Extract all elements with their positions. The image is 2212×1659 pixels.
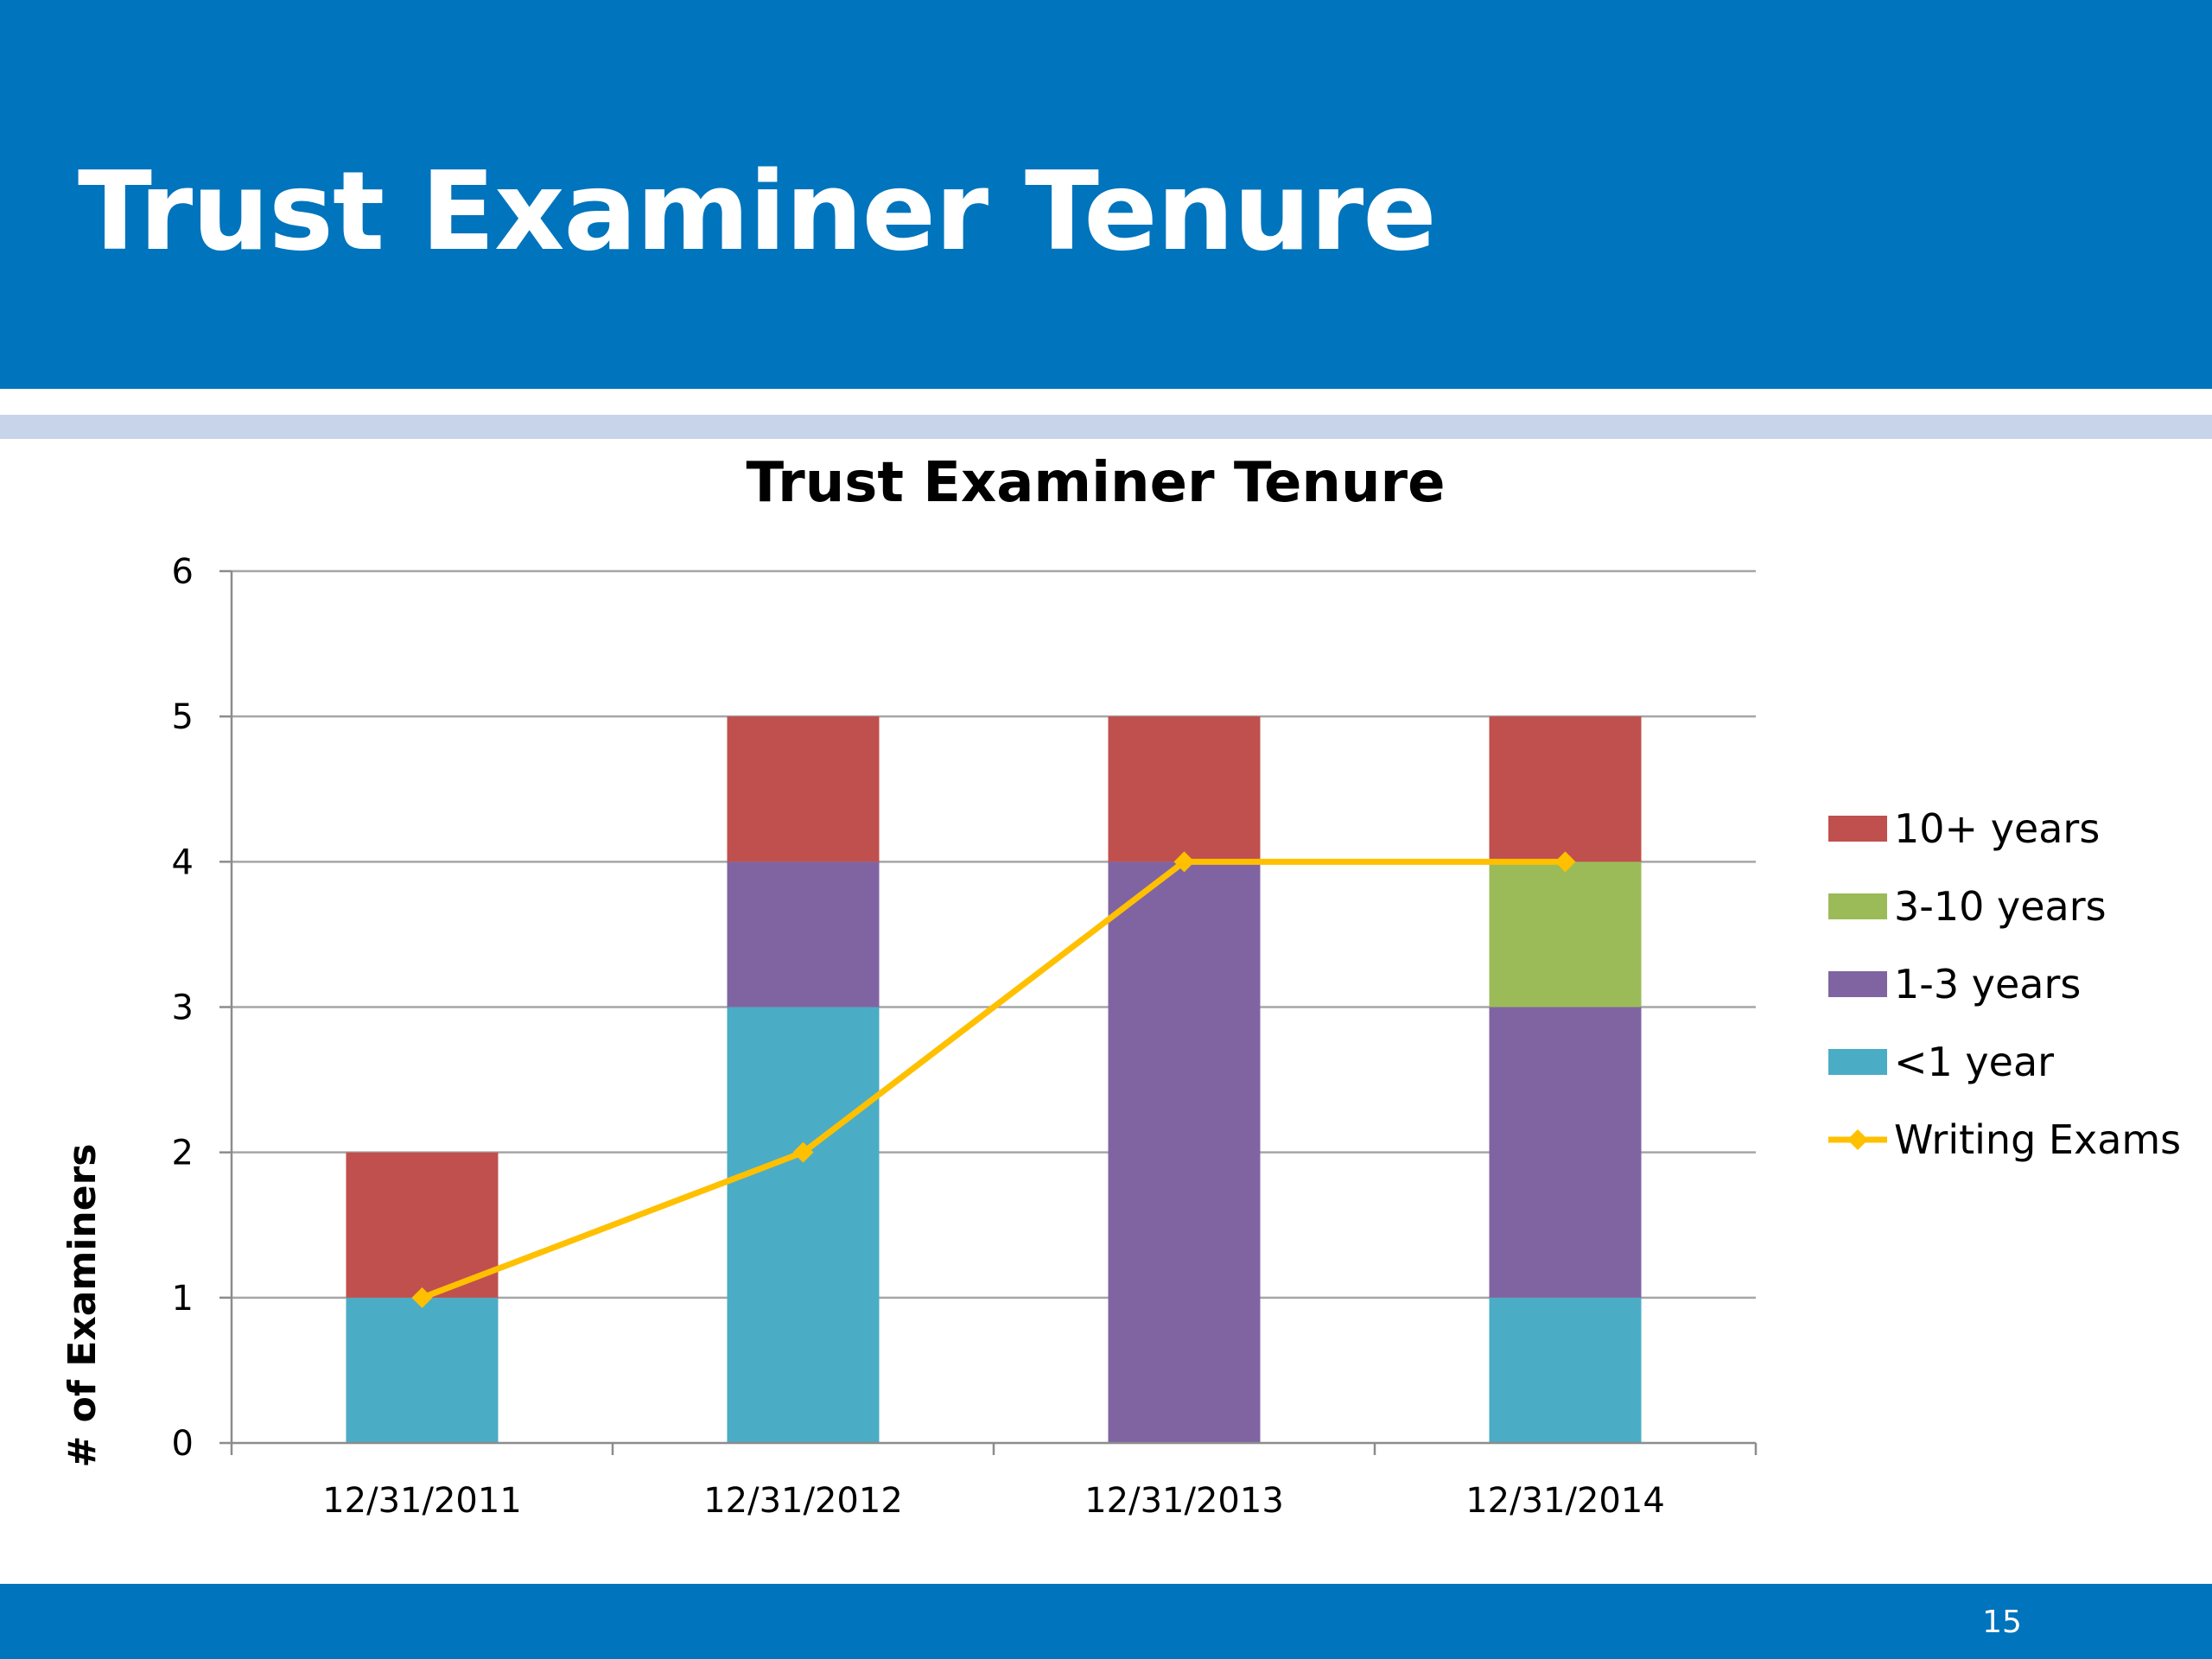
- bar-lt-1-year: [1489, 1297, 1642, 1443]
- accent-bar: [0, 415, 2212, 439]
- y-tick-label: 3: [172, 988, 194, 1028]
- y-axis-ticks: 0 1 2 3 4 5 6: [172, 552, 232, 1464]
- legend-item-lt-1-year: <1 year: [1828, 1039, 2054, 1085]
- bar-10-plus-years: [346, 1152, 499, 1298]
- y-tick-label: 4: [172, 842, 194, 882]
- legend-item-3-10-years: 3-10 years: [1828, 883, 2107, 930]
- stacked-bar-chart: Trust Examiner Tenure # of Examiners 012…: [60, 451, 2181, 1521]
- line-point: [1173, 851, 1195, 873]
- x-axis-ticks: 12/31/2011 12/31/2012 12/31/2013 12/31/2014: [230, 1443, 1758, 1521]
- legend-label: Writing Exams: [1894, 1116, 2181, 1163]
- bar-1-3-years: [727, 861, 880, 1007]
- header-band: [0, 0, 2212, 389]
- bar-1-3-years: [1108, 861, 1261, 1443]
- y-tick-label: 5: [172, 697, 194, 737]
- bar-3-10-years: [1489, 861, 1642, 1007]
- bar-10-plus-years: [1108, 716, 1261, 862]
- legend-swatch: [1828, 893, 1887, 919]
- x-tick-label: 12/31/2012: [703, 1481, 903, 1521]
- bar-1-3-years: [1489, 1007, 1642, 1298]
- slide-title: Trust Examiner Tenure: [78, 148, 1437, 275]
- y-tick-label: 1: [172, 1279, 194, 1319]
- legend-label: 1-3 years: [1894, 961, 2081, 1007]
- y-axis-title: # of Examiners: [60, 1144, 105, 1468]
- bars: [346, 716, 1642, 1443]
- bar-lt-1-year: [727, 1007, 880, 1443]
- legend-label: <1 year: [1894, 1039, 2054, 1085]
- legend-item-1-3-years: 1-3 years: [1828, 961, 2081, 1007]
- bar-10-plus-years: [727, 716, 880, 862]
- legend: 10+ years 3-10 years 1-3 years <1 year Writi…: [1828, 805, 2181, 1163]
- bar-10-plus-years: [1489, 716, 1642, 862]
- chart-title: Trust Examiner Tenure: [747, 451, 1446, 515]
- x-tick-label: 12/31/2014: [1465, 1481, 1665, 1521]
- x-tick-label: 12/31/2013: [1084, 1481, 1284, 1521]
- legend-label: 10+ years: [1894, 805, 2100, 852]
- legend-label: 3-10 years: [1894, 883, 2107, 930]
- x-tick-label: 12/31/2011: [322, 1481, 522, 1521]
- line-point: [1554, 851, 1576, 873]
- legend-swatch: [1828, 1049, 1887, 1075]
- line-point: [792, 1141, 814, 1163]
- legend-swatch: [1828, 971, 1887, 997]
- bar-lt-1-year: [346, 1297, 499, 1443]
- legend-swatch: [1828, 816, 1887, 842]
- legend-item-writing-exams: Writing Exams: [1828, 1116, 2181, 1163]
- y-tick-label: 6: [172, 552, 194, 592]
- line-writing-exams: [421, 858, 1566, 1301]
- y-tick-label: 0: [172, 1424, 194, 1464]
- y-tick-label: 2: [172, 1134, 194, 1173]
- line-series: [411, 851, 1576, 1308]
- page-number: 15: [1982, 1605, 2022, 1640]
- legend-item-10-plus-years: 10+ years: [1828, 805, 2100, 852]
- footer-band: [0, 1584, 2212, 1659]
- legend-swatch-marker: [1847, 1129, 1868, 1150]
- line-point: [411, 1287, 433, 1308]
